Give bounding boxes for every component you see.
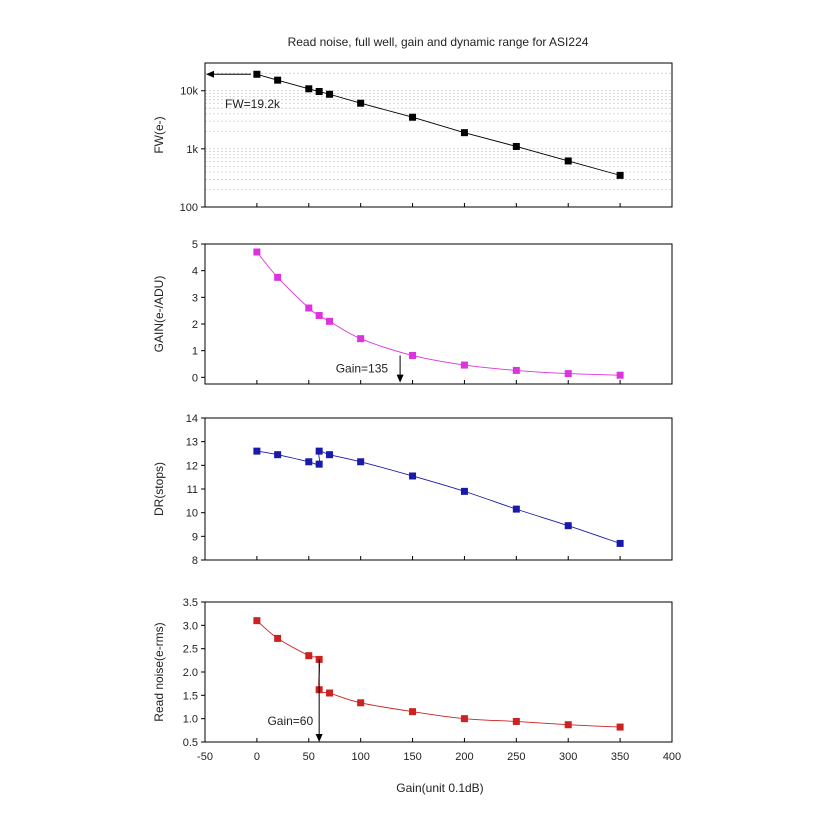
data-point [357,458,365,466]
data-point [409,351,417,359]
x-tick-label: 350 [611,751,629,763]
x-tick-label: -50 [197,751,213,763]
y-axis-title: Read noise(e-rms) [152,622,166,721]
data-point [315,88,323,96]
data-point [315,460,323,468]
data-point [460,361,468,369]
data-point [409,113,417,121]
data-point [253,617,261,625]
annotation-arrowhead [206,70,214,78]
x-tick-label: 150 [403,751,421,763]
data-point [274,273,282,281]
annotation-label: Gain=135 [336,362,389,376]
data-point [357,699,365,707]
y-tick-label: 0 [192,372,198,384]
data-point [357,99,365,107]
y-axis-title: GAIN(e-/ADU) [152,276,166,353]
data-point [326,689,334,697]
y-tick-label: 1.5 [183,690,198,702]
data-point [305,458,313,466]
data-point [315,447,323,455]
data-point [326,451,334,459]
data-point [616,371,624,379]
x-tick-label: 100 [351,751,369,763]
x-tick-label: 400 [663,751,681,763]
data-point [409,472,417,480]
data-point [253,70,261,78]
panel-frame [204,62,673,208]
data-point [305,304,313,312]
data-point [315,311,323,319]
y-tick-label: 1.0 [183,714,198,726]
x-tick-label: 200 [455,751,473,763]
data-point [274,451,282,459]
y-tick-label: 14 [186,413,198,425]
annotation-arrowhead [396,374,404,383]
annotation-label: FW=19.2k [225,97,281,111]
data-point [564,522,572,530]
series-line [256,251,621,376]
x-tick-label: 0 [254,751,260,763]
data-point [512,366,520,374]
data-point [460,129,468,137]
y-tick-label: 0.5 [183,737,198,749]
data-point [616,539,624,547]
data-point [564,370,572,378]
data-point [512,505,520,513]
data-point [253,248,261,256]
data-point [460,715,468,723]
y-tick-label: 2 [192,319,198,331]
y-tick-label: 10 [186,508,198,520]
data-point [409,708,417,716]
data-point [564,721,572,729]
data-point [326,90,334,98]
data-point [564,157,572,165]
y-tick-label: 3.0 [183,620,198,632]
annotation-arrowhead [315,734,323,742]
y-tick-label: 10k [180,86,198,98]
y-axis-title: DR(stops) [152,462,166,516]
data-point [274,76,282,84]
y-tick-label: 1k [186,144,198,156]
data-point [305,85,313,93]
data-point [253,447,261,455]
data-point [357,335,365,343]
y-axis-title: FW(e-) [152,116,166,153]
y-tick-label: 5 [192,239,198,251]
panel-frame [204,243,673,385]
data-point [305,652,313,660]
y-tick-label: 9 [192,531,198,543]
annotation-label: Gain=60 [267,714,313,728]
y-tick-label: 13 [186,437,198,449]
x-tick-label: 250 [507,751,525,763]
y-tick-label: 8 [192,555,198,567]
y-tick-label: 2.5 [183,644,198,656]
data-point [326,317,334,325]
data-point [274,634,282,642]
x-axis-title: Gain(unit 0.1dB) [396,781,483,795]
chart-title: Read noise, full well, gain and dynamic … [288,35,589,49]
series-line [256,620,621,728]
y-tick-label: 11 [187,484,198,496]
x-tick-label: 300 [559,751,577,763]
data-point [512,717,520,725]
y-tick-label: 4 [192,266,198,278]
y-tick-label: 3.5 [183,597,198,609]
y-tick-label: 1 [192,346,198,358]
y-tick-label: 3 [192,292,198,304]
x-tick-label: 50 [303,751,315,763]
data-point [512,142,520,150]
data-point [460,487,468,495]
y-tick-label: 12 [186,460,198,472]
y-tick-label: 2.0 [183,667,198,679]
panel-frame [204,417,673,561]
y-tick-label: 100 [180,202,198,214]
data-point [616,171,624,179]
data-point [616,723,624,731]
